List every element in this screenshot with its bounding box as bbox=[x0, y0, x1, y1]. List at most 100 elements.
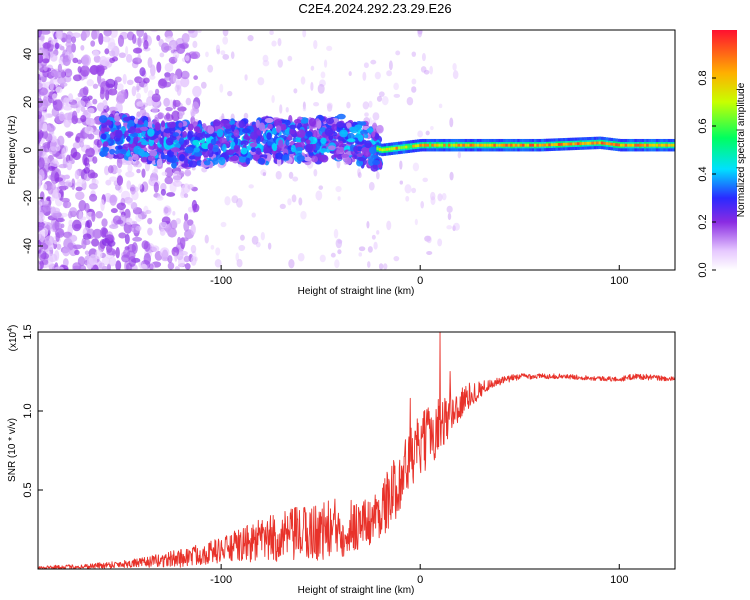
heatmap-cell bbox=[376, 147, 380, 150]
heatmap-cell bbox=[159, 137, 165, 145]
heatmap-cell bbox=[182, 130, 188, 138]
heatmap-cell bbox=[53, 212, 62, 218]
heatmap-cell bbox=[160, 120, 166, 128]
heatmap-cell bbox=[388, 147, 391, 151]
heatmap-cell bbox=[438, 143, 442, 147]
heatmap-cell bbox=[449, 117, 454, 128]
heatmap-cell bbox=[57, 135, 65, 147]
heatmap-cell bbox=[222, 36, 229, 45]
heatmap-cell bbox=[386, 70, 393, 77]
heatmap-cell bbox=[81, 237, 87, 250]
heatmap-cell bbox=[38, 200, 43, 208]
heatmap-cell bbox=[49, 79, 54, 91]
heatmap-cell bbox=[65, 34, 73, 44]
heatmap-cell bbox=[66, 160, 73, 171]
snr-x-tick-label: -100 bbox=[210, 574, 232, 586]
heatmap-cell bbox=[226, 135, 231, 142]
heatmap-cell bbox=[467, 143, 470, 147]
heatmap-cell bbox=[368, 181, 375, 191]
heatmap-cell bbox=[313, 101, 320, 107]
heatmap-cell bbox=[425, 130, 430, 136]
heatmap-cell bbox=[169, 99, 174, 109]
heatmap-cell bbox=[63, 75, 72, 83]
heatmap-cell bbox=[116, 157, 123, 169]
heatmap-cell bbox=[249, 142, 258, 148]
heatmap-cell bbox=[320, 137, 327, 145]
snr-y-label: SNR (10 * v/v) bbox=[7, 418, 18, 482]
heatmap-cell bbox=[183, 220, 190, 232]
heatmap-cell bbox=[271, 95, 275, 104]
heatmap-cell bbox=[192, 85, 202, 98]
heatmap-cell bbox=[42, 42, 51, 49]
heatmap-cell bbox=[117, 145, 123, 150]
heatmap-cell bbox=[356, 159, 364, 167]
heatmap-cell bbox=[100, 86, 105, 95]
heatmap-cell bbox=[179, 237, 189, 242]
heatmap-cell bbox=[115, 153, 125, 160]
heatmap-cell bbox=[151, 105, 159, 114]
heatmap-cell bbox=[127, 119, 135, 128]
heatmap-cell bbox=[141, 168, 146, 178]
heatmap-cell bbox=[127, 163, 133, 173]
heatmap-cell bbox=[629, 143, 633, 147]
heatmap-cell bbox=[42, 203, 52, 212]
heatmap-cell bbox=[584, 141, 587, 145]
colorbar-tick-label: 0.6 bbox=[697, 118, 709, 133]
heatmap-cell bbox=[164, 62, 174, 73]
heatmap-cell bbox=[328, 145, 336, 151]
heatmap-cell bbox=[38, 211, 45, 223]
heatmap-cell bbox=[156, 34, 161, 42]
heatmap-cell bbox=[85, 147, 95, 158]
heatmap-cell bbox=[430, 125, 434, 131]
spectrogram-heatmap bbox=[38, 30, 675, 270]
heatmap-cell bbox=[92, 228, 103, 239]
heatmap-cell bbox=[140, 156, 149, 163]
heatmap-cell bbox=[85, 117, 96, 127]
heatmap-cell bbox=[285, 139, 290, 146]
heatmap-cell bbox=[102, 99, 108, 110]
heatmap-cell bbox=[77, 66, 82, 74]
heatmap-cell bbox=[156, 148, 163, 153]
heatmap-cell bbox=[289, 129, 296, 135]
heatmap-cell bbox=[139, 67, 146, 77]
heatmap-cell bbox=[163, 97, 171, 107]
heatmap-cell bbox=[356, 153, 363, 158]
heatmap-cell bbox=[54, 266, 64, 270]
heatmap-cell bbox=[52, 93, 58, 100]
heatmap-cell bbox=[132, 34, 137, 44]
heatmap-cell bbox=[191, 101, 200, 112]
snr-panel: -100 0 100 0.5 1.0 1.5 Height of straight li… bbox=[7, 324, 676, 596]
heatmap-cell bbox=[529, 143, 532, 147]
heatmap-cell bbox=[429, 65, 434, 75]
heatmap-cell bbox=[313, 39, 318, 50]
heatmap-cell bbox=[347, 132, 355, 140]
heatmap-cell bbox=[190, 223, 196, 236]
heatmap-cell bbox=[64, 174, 71, 180]
heatmap-cell bbox=[238, 244, 246, 252]
heatmap-cell bbox=[336, 121, 344, 128]
heatmap-cell bbox=[183, 213, 189, 222]
heatmap-cell bbox=[437, 193, 443, 202]
heatmap-cell bbox=[452, 222, 460, 231]
heatmap-cell bbox=[639, 143, 642, 147]
heatmap-cell bbox=[136, 168, 141, 174]
heatmap-cell bbox=[457, 143, 461, 147]
heatmap-cell bbox=[115, 102, 123, 114]
heatmap-cell bbox=[172, 99, 181, 108]
heatmap-cell bbox=[634, 143, 637, 147]
heatmap-cell bbox=[260, 231, 265, 241]
heatmap-cell bbox=[421, 53, 426, 62]
heatmap-cell bbox=[50, 160, 60, 168]
heatmap-cell bbox=[653, 143, 657, 147]
heatmap-cell bbox=[452, 70, 459, 80]
heatmap-cell bbox=[522, 143, 525, 147]
heatmap-cell bbox=[84, 202, 90, 212]
heatmap-cell bbox=[222, 30, 229, 37]
heatmap-cell bbox=[114, 149, 120, 155]
heatmap-cell bbox=[440, 143, 444, 147]
snr-x-tick-label: 0 bbox=[417, 574, 423, 586]
heatmap-cell bbox=[164, 167, 174, 178]
heatmap-cell bbox=[517, 143, 520, 147]
heatmap-cell bbox=[214, 258, 222, 268]
heatmap-cell bbox=[266, 153, 272, 162]
